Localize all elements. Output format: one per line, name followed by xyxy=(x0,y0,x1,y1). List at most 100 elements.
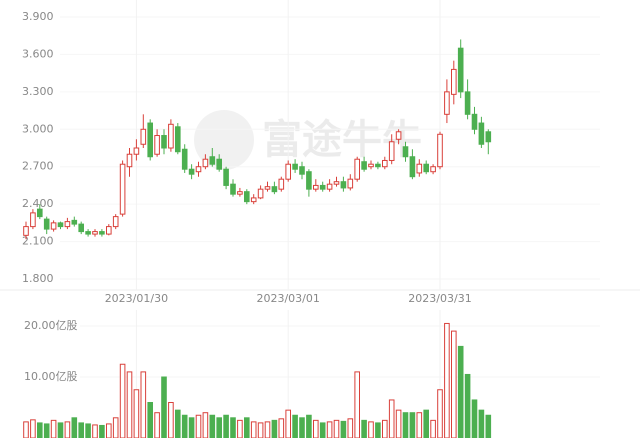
volume-bar xyxy=(375,422,381,438)
volume-bar xyxy=(347,418,354,438)
volume-bar xyxy=(195,414,202,438)
candle-body xyxy=(126,153,133,168)
candle-body xyxy=(43,218,50,230)
candle-body xyxy=(464,91,471,115)
y-tick-label: 3.300 xyxy=(22,85,54,98)
volume-bar xyxy=(161,376,167,438)
volume-bar xyxy=(257,422,264,438)
volume-bar xyxy=(313,419,319,438)
candle-body xyxy=(50,222,57,230)
volume-bar xyxy=(354,371,360,438)
volume-bar xyxy=(416,412,423,438)
candle-body xyxy=(292,163,298,170)
volume-bar xyxy=(244,417,250,438)
volume-bar xyxy=(168,402,174,438)
candle-body xyxy=(368,163,374,168)
volume-bar xyxy=(464,373,471,438)
candle-body xyxy=(37,208,43,218)
candle-body xyxy=(416,163,423,174)
volume-bar xyxy=(230,417,236,438)
volume-bar xyxy=(409,412,416,438)
volume-bar xyxy=(306,414,312,438)
candle-body xyxy=(471,113,478,130)
candle-body xyxy=(216,158,222,170)
candle-body xyxy=(154,135,160,155)
x-tick-label: 2023/03/31 xyxy=(408,292,471,305)
volume-bar xyxy=(437,389,443,438)
candle-body xyxy=(244,191,250,203)
candle-body xyxy=(299,166,305,175)
candle-body xyxy=(285,163,291,180)
volume-bar xyxy=(23,421,29,438)
x-tick-label: 2023/01/30 xyxy=(105,292,168,305)
candle-body xyxy=(361,161,367,170)
candle-body xyxy=(85,231,91,235)
y-tick-label: 3.000 xyxy=(22,122,54,135)
candle-body xyxy=(133,147,140,155)
volume-bar xyxy=(271,419,278,438)
watermark-logo xyxy=(194,110,254,170)
volume-bar xyxy=(43,423,50,438)
volume-bar xyxy=(292,414,298,438)
volume-bar xyxy=(457,345,464,438)
candle-body xyxy=(430,166,436,173)
volume-bar xyxy=(133,389,140,438)
candle-body xyxy=(402,146,409,158)
volume-bar xyxy=(30,419,36,438)
volume-bar xyxy=(237,419,243,438)
candle-body xyxy=(375,163,381,168)
volume-bar xyxy=(451,330,457,438)
volume-bar xyxy=(444,322,450,438)
candle-body xyxy=(223,168,229,186)
volume-bar xyxy=(78,422,85,438)
y-tick-label: 10.00亿股 xyxy=(24,370,78,383)
candle-body xyxy=(195,166,202,173)
y-tick-label: 3.600 xyxy=(22,47,54,60)
volume-bar xyxy=(147,402,153,438)
candle-body xyxy=(347,178,354,189)
candle-body xyxy=(395,131,402,140)
volume-bar xyxy=(112,417,119,438)
y-tick-label: 3.900 xyxy=(22,10,54,23)
candle-body xyxy=(333,181,340,185)
candle-body xyxy=(319,184,326,190)
candle-body xyxy=(457,47,464,93)
candle-body xyxy=(112,216,119,228)
volume-bar xyxy=(119,363,126,438)
volume-bar xyxy=(50,419,57,438)
candle-body xyxy=(57,222,64,228)
candle-body xyxy=(30,212,36,228)
candle-body xyxy=(147,122,153,158)
volume-bar xyxy=(485,414,492,438)
candle-body xyxy=(209,156,216,165)
volume-bar xyxy=(181,414,188,438)
candle-body xyxy=(451,68,457,95)
candle-body xyxy=(78,223,85,233)
volume-bar xyxy=(216,417,222,438)
volume-bar xyxy=(175,409,181,438)
volume-bar xyxy=(64,421,71,438)
candle-body xyxy=(92,231,98,235)
volume-bar xyxy=(326,421,333,438)
x-tick-label: 2023/03/01 xyxy=(256,292,319,305)
volume-bar xyxy=(223,414,229,438)
volume-bar xyxy=(202,412,209,438)
volume-bar xyxy=(319,422,326,438)
volume-bar xyxy=(106,423,112,438)
watermark: 富途牛牛 xyxy=(194,110,422,170)
volume-bar xyxy=(154,412,160,438)
volume-bar xyxy=(299,417,305,438)
volume-bar xyxy=(382,419,388,438)
candle-body xyxy=(326,183,333,190)
candle-body xyxy=(119,163,126,215)
y-tick-label: 2.100 xyxy=(22,235,54,248)
candle-body xyxy=(388,141,395,161)
candle-body xyxy=(23,226,29,236)
volume-bar xyxy=(37,422,43,438)
volume-bar xyxy=(395,409,402,438)
candle-body xyxy=(485,131,492,143)
candle-body xyxy=(382,159,388,168)
volume-bar xyxy=(126,371,133,438)
volume-bar xyxy=(361,419,367,438)
